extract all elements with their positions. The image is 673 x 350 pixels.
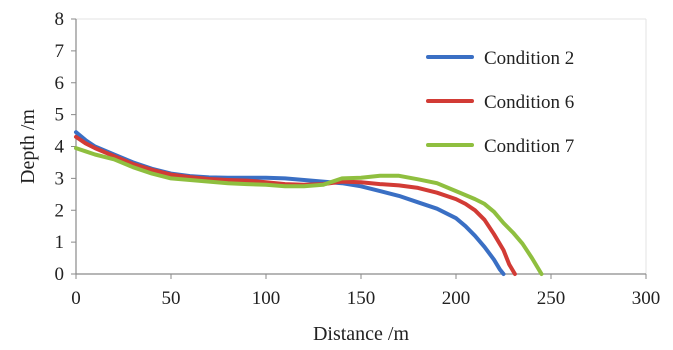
- y-axis-label: Depth /m: [17, 109, 39, 184]
- legend: Condition 2 Condition 6 Condition 7: [426, 48, 574, 157]
- y-tick-label: 0: [55, 264, 65, 285]
- y-tick-label: 3: [55, 168, 65, 189]
- y-tick-label: 1: [55, 232, 65, 253]
- y-tick-label: 4: [55, 137, 65, 158]
- series-line-1: [74, 130, 506, 276]
- x-tick-label: 150: [347, 288, 376, 309]
- legend-label-1: Condition 2: [484, 48, 574, 69]
- y-axis: 0 1 2 3 4 5 6 7 8: [55, 9, 76, 285]
- series-lines: [74, 130, 544, 276]
- y-tick-label: 6: [55, 73, 65, 94]
- y-tick-label: 2: [55, 200, 65, 221]
- legend-label-3: Condition 7: [484, 136, 574, 157]
- x-tick-label: 100: [252, 288, 281, 309]
- x-axis: 0 50 100 150 200 250 300: [71, 274, 660, 309]
- y-tick-label: 8: [55, 9, 65, 30]
- y-tick-label: 5: [55, 105, 65, 126]
- x-tick-label: 0: [71, 288, 81, 309]
- x-axis-label: Distance /m: [313, 323, 410, 345]
- x-tick-label: 250: [537, 288, 566, 309]
- series-line-3: [74, 146, 544, 276]
- x-tick-label: 300: [632, 288, 661, 309]
- legend-label-2: Condition 6: [484, 92, 574, 113]
- x-tick-label: 50: [162, 288, 181, 309]
- series-line-2: [74, 134, 517, 276]
- y-tick-label: 7: [55, 41, 65, 62]
- x-tick-label: 200: [442, 288, 471, 309]
